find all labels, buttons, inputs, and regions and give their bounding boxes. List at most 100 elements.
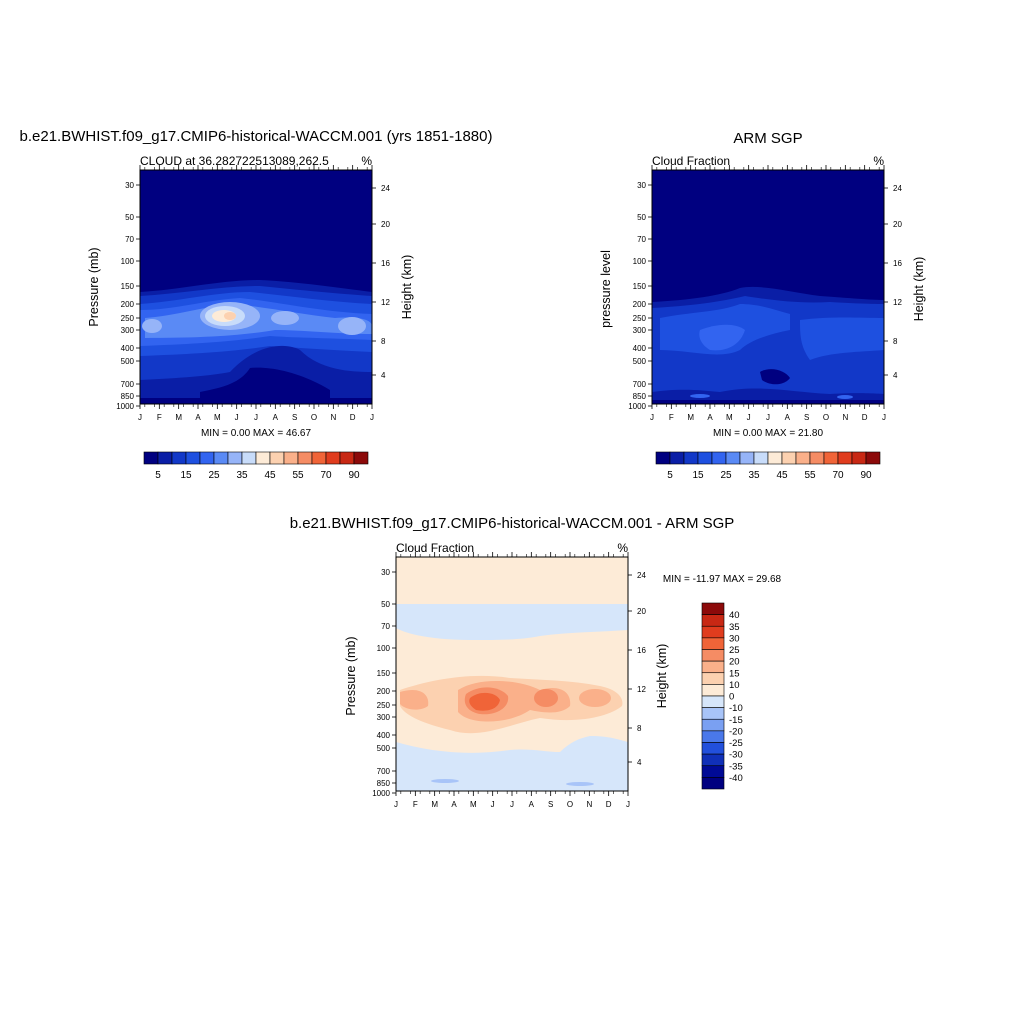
- panel-subtitle: CLOUD at 36.282722513089,262.5: [140, 154, 329, 168]
- colorbar-swatch: [795, 451, 811, 465]
- colorbar-label: 70: [320, 470, 332, 481]
- colorbar-label: -35: [729, 761, 743, 772]
- colorbar-swatch: [701, 649, 725, 662]
- x-tick-label: D: [350, 413, 356, 422]
- y-tick-label: 400: [377, 731, 391, 740]
- colorbar-swatch: [851, 451, 867, 465]
- x-tick-label: M: [214, 413, 221, 422]
- colorbar-swatch: [701, 602, 725, 615]
- panel-subtitle: Cloud Fraction: [652, 154, 730, 168]
- x-tick-label: J: [650, 413, 654, 422]
- colorbar: 5 15 25 35 45 55 70 90: [655, 451, 881, 481]
- colorbar-swatch: [697, 451, 713, 465]
- y-tick-label: 100: [377, 644, 391, 653]
- x-tick-label: J: [747, 413, 751, 422]
- colorbar-label: 90: [348, 470, 360, 481]
- colorbar-swatch: [701, 707, 725, 720]
- x-tick-label: J: [766, 413, 770, 422]
- x-tick-label: A: [451, 800, 457, 809]
- colorbar-label: 0: [729, 692, 734, 703]
- colorbar-label: -30: [729, 750, 743, 761]
- panel-model: b.e21.BWHIST.f09_g17.CMIP6-historical-WA…: [20, 128, 493, 481]
- colorbar-label: -20: [729, 726, 743, 737]
- colorbar-label: 5: [155, 470, 161, 481]
- y-tick-label: 700: [633, 380, 647, 389]
- y2-tick-label: 8: [637, 724, 642, 733]
- y-tick-label: 50: [125, 213, 134, 222]
- y-tick-label: 400: [633, 344, 647, 353]
- colorbar-label: 25: [720, 470, 732, 481]
- y-tick-label: 50: [637, 213, 646, 222]
- colorbar-swatch: [823, 451, 839, 465]
- colorbar-label: 25: [729, 645, 740, 656]
- colorbar-label: -40: [729, 773, 743, 784]
- y-tick-label: 100: [121, 257, 135, 266]
- x-tick-label: M: [687, 413, 694, 422]
- x-tick-label: M: [175, 413, 182, 422]
- colorbar-label: 90: [860, 470, 872, 481]
- y-tick-label: 400: [121, 344, 135, 353]
- colorbar-swatch: [837, 451, 853, 465]
- y2-tick-label: 20: [381, 220, 390, 229]
- y-axis-label: Pressure (mb): [344, 636, 358, 715]
- y2-tick-label: 20: [637, 607, 646, 616]
- colorbar-swatch: [701, 730, 725, 743]
- y-tick-label: 30: [637, 181, 646, 190]
- panel-title: b.e21.BWHIST.f09_g17.CMIP6-historical-WA…: [20, 128, 493, 145]
- y-tick-label: 850: [121, 392, 135, 401]
- colorbar-label: 20: [729, 657, 740, 668]
- colorbar-swatch: [227, 451, 243, 465]
- y2-axis-label: Height (km): [400, 255, 414, 320]
- x-tick-label: A: [529, 800, 535, 809]
- x-tick-label: F: [669, 413, 674, 422]
- contour-field: [652, 170, 884, 404]
- y2-tick-label: 12: [637, 685, 646, 694]
- colorbar-label: -25: [729, 738, 743, 749]
- colorbar-label: 15: [729, 668, 740, 679]
- colorbar-label: 35: [729, 622, 740, 633]
- colorbar-label: 45: [264, 470, 276, 481]
- y2-tick-label: 12: [381, 298, 390, 307]
- y-tick-label: 300: [377, 713, 391, 722]
- x-tick-label: M: [431, 800, 438, 809]
- y-tick-label: 70: [637, 235, 646, 244]
- colorbar-swatch: [701, 742, 725, 755]
- colorbar-swatch: [157, 451, 173, 465]
- y2-tick-label: 20: [893, 220, 902, 229]
- colorbar-swatch: [213, 451, 229, 465]
- x-tick-label: N: [842, 413, 848, 422]
- x-tick-label: N: [330, 413, 336, 422]
- y-tick-label: 300: [121, 326, 135, 335]
- colorbar-label: 35: [748, 470, 760, 481]
- colorbar-swatch: [185, 451, 201, 465]
- colorbar-swatch: [753, 451, 769, 465]
- y-tick-label: 100: [633, 257, 647, 266]
- x-tick-label: A: [273, 413, 279, 422]
- colorbar-swatch: [143, 451, 159, 465]
- y2-tick-label: 16: [893, 259, 902, 268]
- x-tick-label: A: [195, 413, 201, 422]
- units-label: %: [361, 154, 372, 168]
- y2-tick-label: 16: [381, 259, 390, 268]
- y-tick-label: 200: [377, 687, 391, 696]
- x-tick-label: O: [823, 413, 829, 422]
- y-tick-label: 250: [121, 314, 135, 323]
- x-tick-label: J: [394, 800, 398, 809]
- y-tick-label: 150: [121, 282, 135, 291]
- colorbar-label: 15: [180, 470, 192, 481]
- y-tick-label: 150: [633, 282, 647, 291]
- colorbar-swatch: [781, 451, 797, 465]
- colorbar-swatch: [269, 451, 285, 465]
- x-tick-label: F: [413, 800, 418, 809]
- colorbar-swatch: [701, 695, 725, 708]
- colorbar-label: 55: [804, 470, 816, 481]
- panel-subtitle: Cloud Fraction: [396, 541, 474, 555]
- y2-axis-label: Height (km): [655, 644, 669, 709]
- y-tick-label: 70: [125, 235, 134, 244]
- colorbar-swatch: [297, 451, 313, 465]
- y2-axis-label: Height (km): [912, 257, 926, 322]
- x-tick-label: S: [804, 413, 809, 422]
